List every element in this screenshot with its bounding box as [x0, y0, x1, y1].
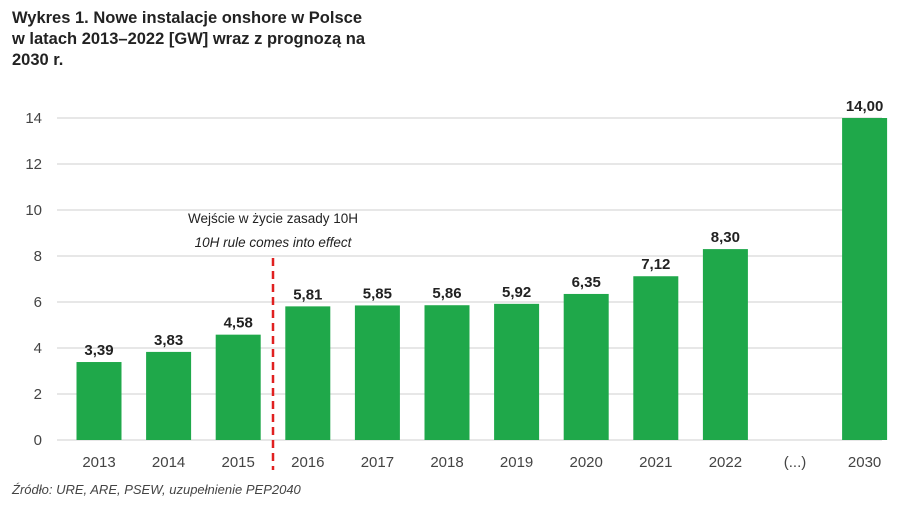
x-tick-label: 2013 — [82, 454, 115, 471]
x-tick-label: (...) — [784, 454, 807, 471]
bar-2016 — [285, 306, 331, 440]
data-label-2015: 4,58 — [224, 315, 253, 332]
x-tick-label: 2019 — [500, 454, 533, 471]
source-note: Źródło: URE, ARE, PSEW, uzupełnienie PEP… — [12, 482, 301, 497]
y-tick-label: 10 — [25, 202, 42, 219]
y-tick-label: 6 — [34, 294, 42, 311]
annotation-line-1: Wejście w życie zasady 10H — [188, 211, 358, 226]
x-tick-label: 2014 — [152, 454, 185, 471]
data-label-2014: 3,83 — [154, 332, 183, 349]
y-tick-label: 12 — [25, 156, 42, 173]
y-tick-label: 2 — [34, 386, 42, 403]
x-tick-label: 2016 — [291, 454, 324, 471]
bar-2030 — [842, 118, 888, 440]
bar-2020 — [563, 293, 609, 440]
y-tick-label: 4 — [34, 340, 42, 357]
data-label-2017: 5,85 — [363, 285, 392, 302]
data-label-2020: 6,35 — [572, 274, 601, 291]
data-label-2018: 5,86 — [432, 285, 461, 302]
data-label-2013: 3,39 — [84, 342, 113, 359]
data-label-2022: 8,30 — [711, 229, 740, 246]
data-label-2019: 5,92 — [502, 284, 531, 301]
x-tick-label: 2015 — [222, 454, 255, 471]
annotation-line-2: 10H rule comes into effect — [195, 235, 353, 250]
x-tick-label: 2021 — [639, 454, 672, 471]
bar-2014 — [146, 351, 192, 440]
x-tick-label: 2017 — [361, 454, 394, 471]
bar-2021 — [633, 276, 679, 440]
bar-2022 — [702, 249, 748, 440]
bar-2019 — [494, 303, 540, 440]
bar-2017 — [354, 305, 400, 440]
data-label-2030: 14,00 — [846, 98, 884, 115]
chart-title: Wykres 1. Nowe instalacje onshore w Pols… — [12, 9, 366, 69]
x-tick-label: 2022 — [709, 454, 742, 471]
bar-chart: 0 2 4 6 8 10 12 14 3,39 3,83 4,58 5,81 5,85 5,86 5,92… — [25, 98, 888, 471]
x-tick-label: 2018 — [430, 454, 463, 471]
bar-2015 — [215, 334, 261, 440]
data-label-2016: 5,81 — [293, 286, 322, 303]
y-tick-label: 14 — [25, 110, 42, 127]
y-tick-label: 0 — [34, 432, 42, 449]
x-tick-label: 2020 — [570, 454, 603, 471]
bar-2018 — [424, 305, 470, 440]
x-tick-label: 2030 — [848, 454, 881, 471]
data-label-2021: 7,12 — [641, 256, 670, 273]
y-tick-label: 8 — [34, 248, 42, 265]
bar-2013 — [76, 362, 122, 440]
